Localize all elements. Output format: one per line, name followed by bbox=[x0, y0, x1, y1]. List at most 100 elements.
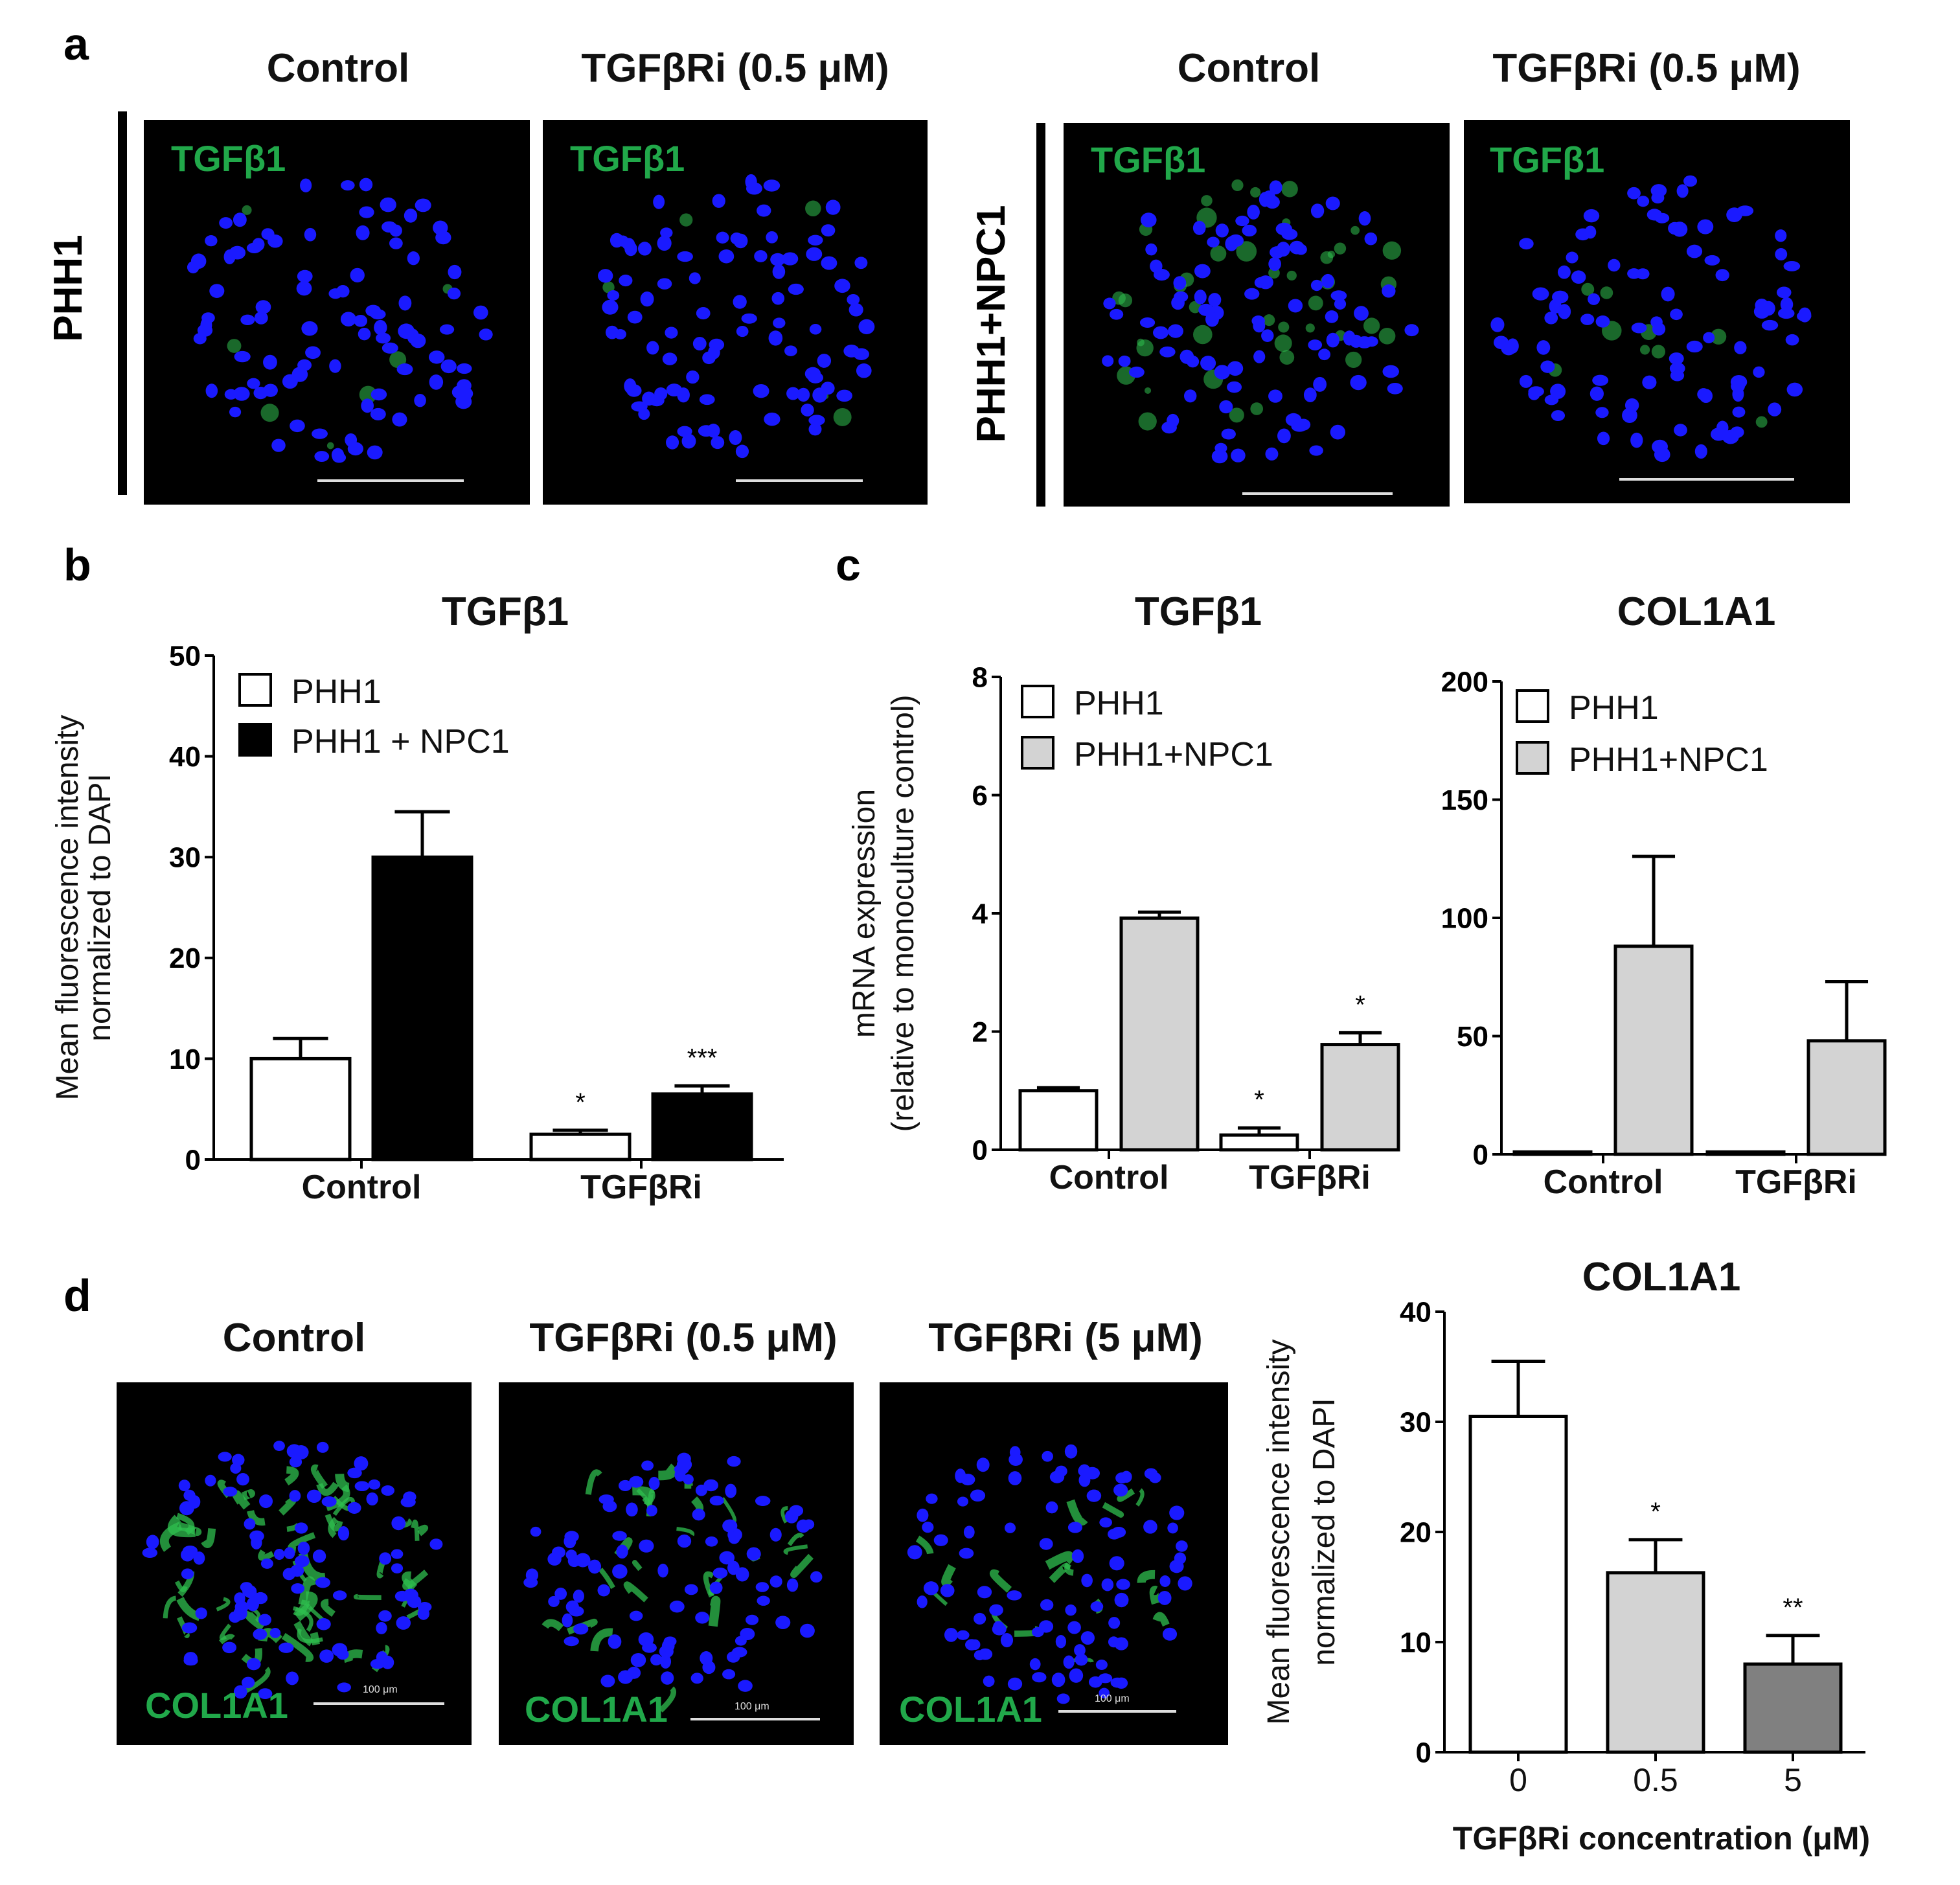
panel-letter-c: c bbox=[836, 540, 861, 590]
bar bbox=[1705, 1150, 1786, 1156]
bar bbox=[1613, 944, 1694, 1156]
y-tick-label: 200 bbox=[1441, 666, 1488, 698]
stain-label-col1a1: COL1A1 bbox=[899, 1689, 1042, 1730]
panel-letter-b: b bbox=[63, 540, 91, 590]
legend-swatch bbox=[1516, 741, 1549, 775]
bar bbox=[1606, 1571, 1705, 1754]
y-tick-label: 40 bbox=[169, 741, 201, 773]
y-axis-label: Mean fluorescence intensity bbox=[51, 715, 85, 1101]
significance-marker: * bbox=[1355, 990, 1365, 1019]
x-tick-label: TGFβRi bbox=[1249, 1159, 1371, 1196]
legend-label: PHH1 bbox=[291, 673, 382, 711]
scale-bar-label: 100 μm bbox=[1095, 1693, 1130, 1704]
x-tick-label: Control bbox=[1049, 1159, 1169, 1196]
scale-bar bbox=[1619, 478, 1794, 481]
y-tick-label: 50 bbox=[169, 640, 201, 672]
scale-bar-label: 100 μm bbox=[735, 1701, 769, 1712]
stain-label-tgfb1: TGFβ1 bbox=[1490, 139, 1605, 180]
y-axis-label: normalized to DAPI bbox=[1307, 1398, 1341, 1666]
scale-bar bbox=[690, 1718, 820, 1720]
legend-swatch bbox=[238, 673, 272, 707]
y-axis-label: mRNA expression bbox=[847, 789, 882, 1038]
stain-label-tgfb1: TGFβ1 bbox=[570, 138, 685, 179]
scale-bar bbox=[1058, 1710, 1176, 1713]
micrograph-col1a1-control bbox=[117, 1382, 472, 1745]
micrograph-phh1-npc1-tgfbri bbox=[1464, 120, 1850, 503]
legend-swatch bbox=[1516, 689, 1549, 723]
panel-a-row-label-phh1-npc1: PHH1+NPC1 bbox=[969, 205, 1014, 443]
legend-label: PHH1 bbox=[1074, 685, 1164, 722]
chart-c2-col1a1-mrna: COL1A1 0 50 100 150 200 Control TGFβRi PHH1 PHH1+… bbox=[1441, 589, 1887, 1201]
chart-title: TGFβ1 bbox=[1135, 589, 1262, 634]
y-tick-label: 10 bbox=[169, 1044, 201, 1075]
bar bbox=[1743, 1662, 1843, 1754]
y-tick-label: 40 bbox=[1400, 1296, 1431, 1328]
micrograph-phh1-npc1-control bbox=[1064, 123, 1450, 507]
x-tick-label: 0.5 bbox=[1633, 1762, 1678, 1798]
panel-a-header-tgfbri-1: TGFβRi (0.5 μM) bbox=[581, 46, 889, 91]
panel-d-header-tgfbri-5: TGFβRi (5 μM) bbox=[928, 1316, 1203, 1360]
y-axis-label: (relative to monoculture control) bbox=[886, 695, 920, 1132]
legend-swatch bbox=[238, 723, 272, 757]
bar bbox=[1512, 1150, 1593, 1156]
x-tick-label: 0 bbox=[1509, 1762, 1527, 1798]
x-tick-label: Control bbox=[302, 1169, 422, 1206]
chart-title: COL1A1 bbox=[1582, 1255, 1741, 1299]
x-tick-label: 5 bbox=[1784, 1762, 1802, 1798]
panel-a-header-tgfbri-2: TGFβRi (0.5 μM) bbox=[1492, 46, 1801, 91]
bar bbox=[1219, 1133, 1299, 1152]
bar bbox=[371, 855, 473, 1161]
y-axis-label: Mean fluorescence intensity bbox=[1262, 1340, 1296, 1725]
chart-title: COL1A1 bbox=[1617, 589, 1776, 634]
panel-d-header-tgfbri-0-5: TGFβRi (0.5 μM) bbox=[529, 1316, 838, 1360]
bar bbox=[1468, 1415, 1568, 1754]
x-tick-label: Control bbox=[1544, 1163, 1663, 1201]
panel-a-header-control-1: Control bbox=[266, 46, 410, 91]
legend-label: PHH1 bbox=[1569, 689, 1659, 727]
legend-swatch bbox=[1021, 736, 1054, 770]
bar bbox=[1119, 916, 1200, 1152]
bar bbox=[651, 1092, 753, 1161]
scale-bar bbox=[736, 479, 863, 482]
y-tick-label: 0 bbox=[1416, 1737, 1431, 1768]
panel-a-divider-bar-2 bbox=[1036, 123, 1045, 507]
scale-bar bbox=[317, 479, 464, 482]
panel-letter-a: a bbox=[63, 19, 89, 69]
y-tick-label: 0 bbox=[972, 1134, 988, 1166]
y-tick-label: 30 bbox=[1400, 1406, 1431, 1438]
stain-label-tgfb1: TGFβ1 bbox=[1091, 139, 1206, 180]
chart-c1-tgfb1-mrna: TGFβ1 0 2 4 6 8 mRNA expression (relative to mo… bbox=[847, 589, 1400, 1196]
y-tick-label: 100 bbox=[1441, 902, 1488, 934]
significance-marker: ** bbox=[1783, 1594, 1803, 1622]
scale-bar bbox=[1242, 492, 1393, 495]
micrograph-col1a1-tgfbri-5 bbox=[880, 1382, 1228, 1745]
legend-swatch bbox=[1021, 685, 1054, 718]
y-axis-label: normalized to DAPI bbox=[83, 773, 117, 1042]
stain-label-tgfb1: TGFβ1 bbox=[171, 138, 286, 179]
micrograph-phh1-control bbox=[144, 120, 530, 505]
stain-label-col1a1: COL1A1 bbox=[525, 1689, 668, 1730]
panel-letter-d: d bbox=[63, 1270, 91, 1321]
significance-marker: * bbox=[1254, 1086, 1264, 1114]
y-tick-label: 4 bbox=[972, 898, 988, 930]
legend-label: PHH1+NPC1 bbox=[1569, 741, 1768, 779]
y-tick-label: 2 bbox=[972, 1016, 988, 1048]
significance-marker: * bbox=[575, 1088, 586, 1117]
bar bbox=[1320, 1043, 1400, 1152]
scale-bar-label: 100 μm bbox=[363, 1684, 398, 1695]
y-tick-label: 30 bbox=[169, 842, 201, 874]
bar bbox=[1018, 1089, 1099, 1152]
significance-marker: * bbox=[1650, 1498, 1661, 1526]
stain-label-col1a1: COL1A1 bbox=[145, 1685, 288, 1726]
y-tick-label: 6 bbox=[972, 780, 988, 812]
chart-title: TGFβ1 bbox=[442, 589, 569, 634]
x-axis-label: TGFβRi concentration (μM) bbox=[1453, 1820, 1870, 1856]
micrograph-phh1-tgfbri bbox=[543, 120, 928, 505]
y-tick-label: 20 bbox=[1400, 1516, 1431, 1548]
chart-d-col1a1-fluorescence: COL1A1 0 10 20 30 40 Mean fluorescence intensi… bbox=[1262, 1255, 1870, 1856]
legend-label: PHH1+NPC1 bbox=[1074, 736, 1273, 773]
x-tick-label: TGFβRi bbox=[1735, 1163, 1857, 1201]
chart-b-tgfb1-fluorescence: TGFβ1 0 10 20 30 40 50 Mean fluorescence intens… bbox=[51, 589, 784, 1206]
y-tick-label: 0 bbox=[1473, 1139, 1488, 1171]
panel-d-header-control: Control bbox=[222, 1316, 366, 1360]
